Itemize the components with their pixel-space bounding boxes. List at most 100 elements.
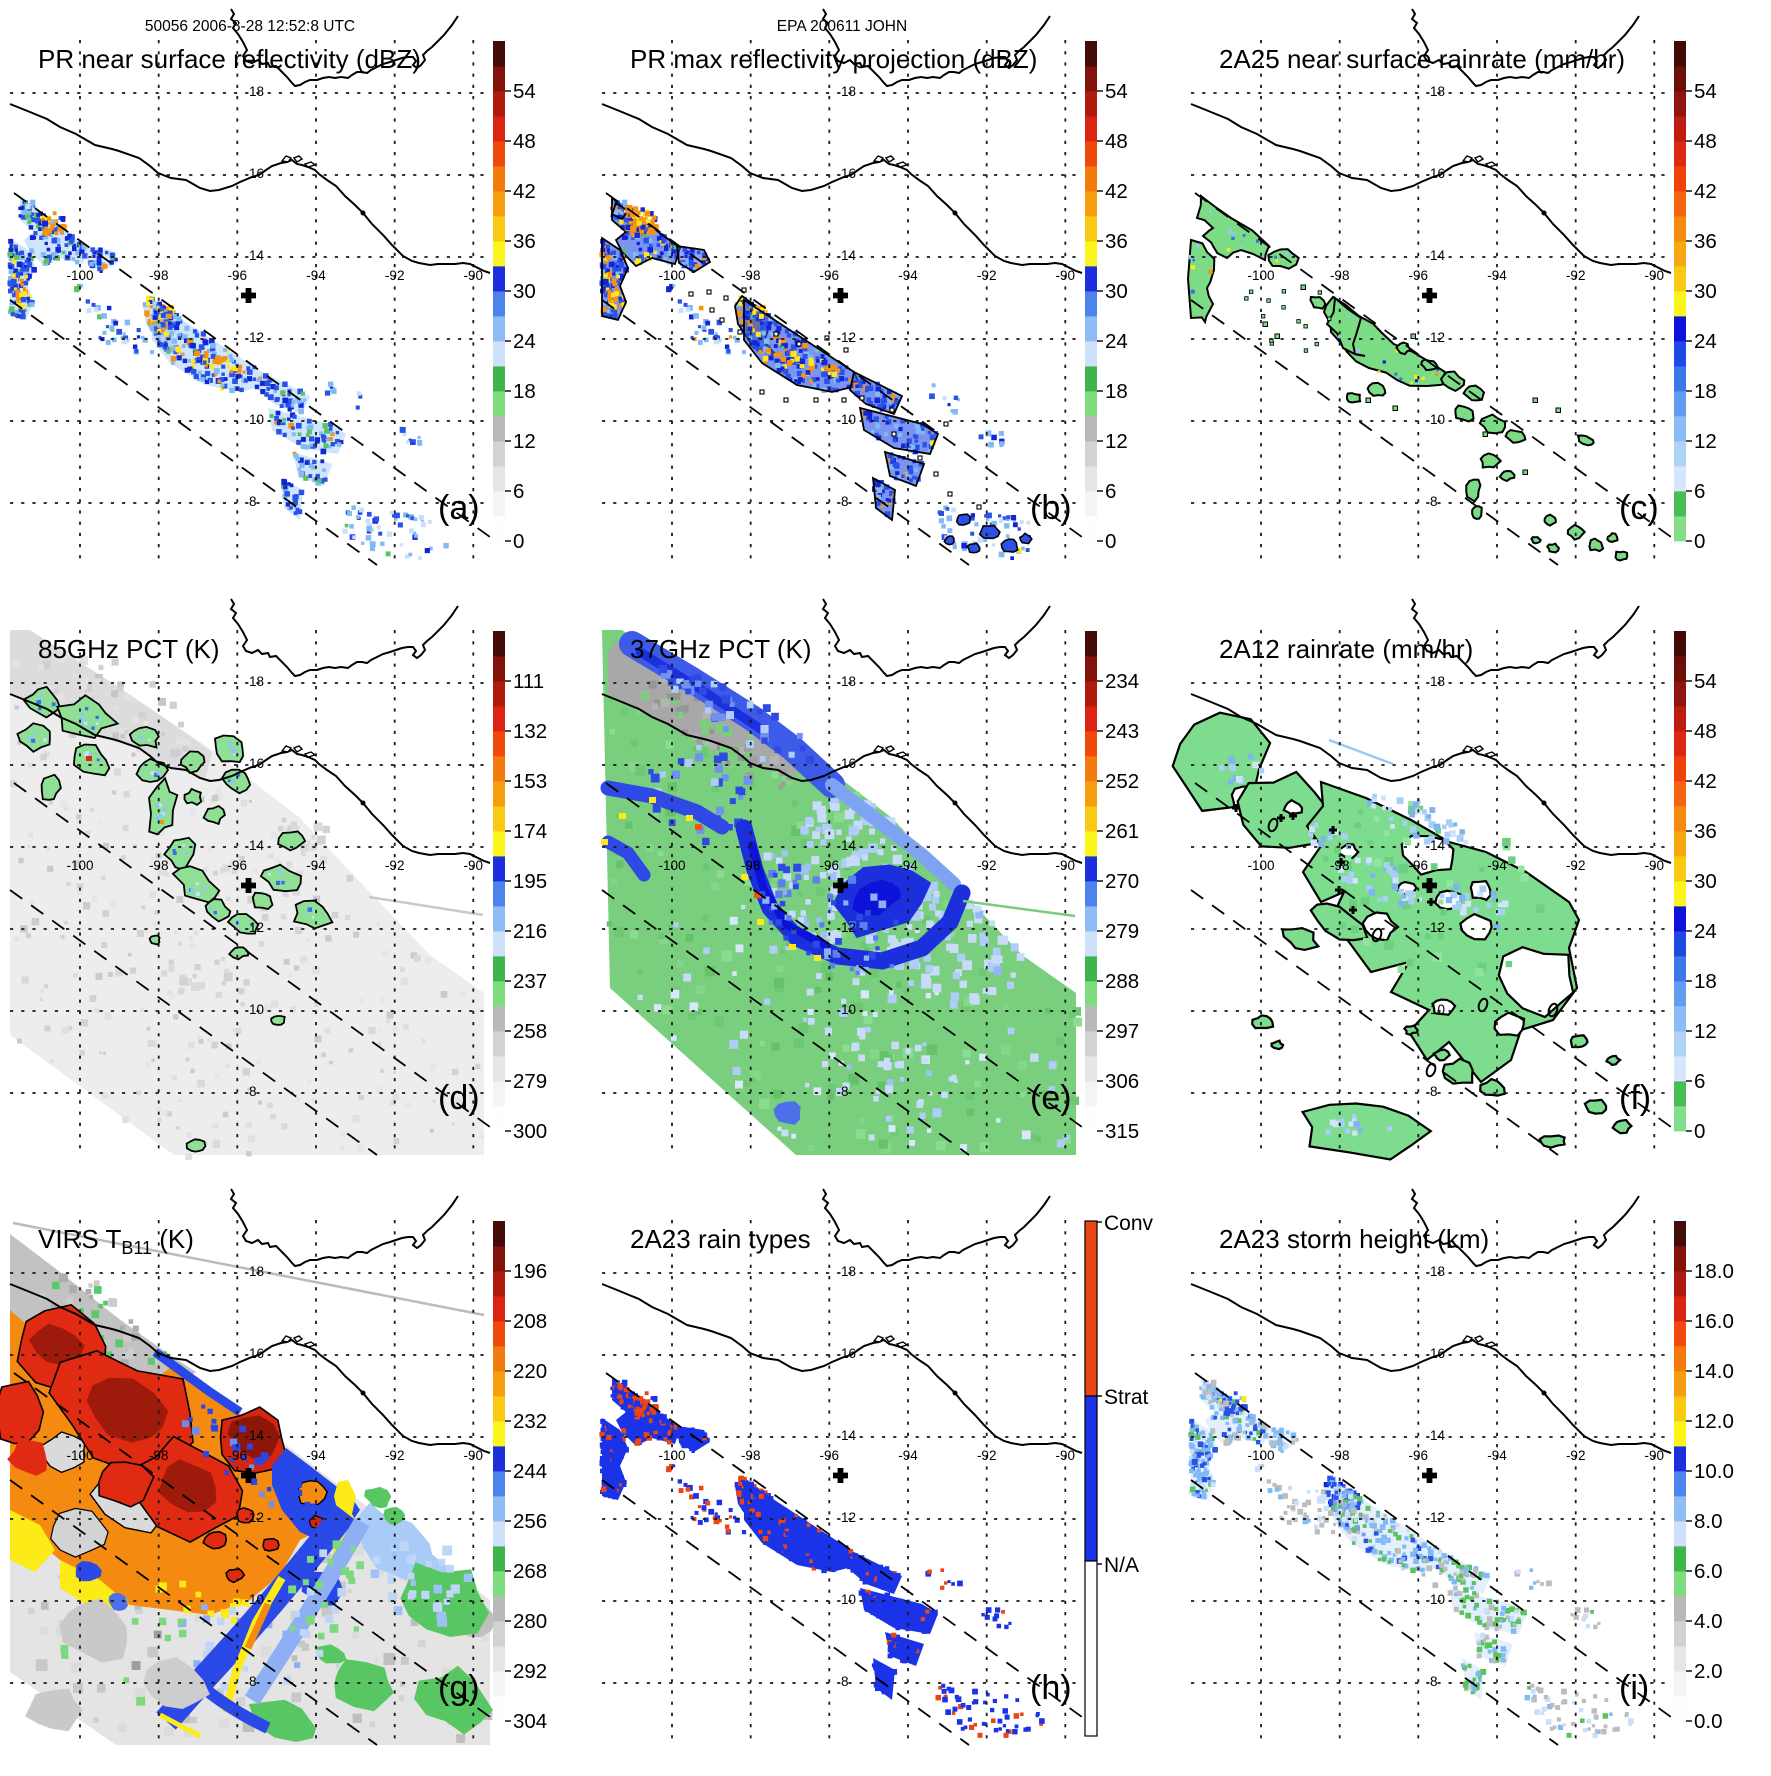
svg-text:244: 244 (513, 1460, 547, 1483)
svg-text:-96: -96 (1409, 268, 1429, 283)
svg-text:256: 256 (513, 1510, 547, 1533)
svg-text:12: 12 (1430, 330, 1445, 345)
svg-text:-100: -100 (1247, 268, 1274, 283)
svg-text:12: 12 (1694, 430, 1717, 453)
svg-text:-98: -98 (741, 268, 761, 283)
svg-text:18: 18 (1430, 674, 1445, 689)
svg-text:24: 24 (513, 330, 536, 353)
svg-text:14: 14 (249, 248, 265, 263)
svg-text:-92: -92 (385, 858, 405, 873)
svg-text:-96: -96 (228, 1448, 248, 1463)
svg-text:12: 12 (1105, 430, 1128, 453)
svg-text:42: 42 (1105, 180, 1128, 203)
svg-text:-98: -98 (1330, 858, 1350, 873)
svg-text:12: 12 (841, 1510, 856, 1525)
svg-text:12: 12 (513, 430, 536, 453)
svg-text:0: 0 (1694, 530, 1705, 553)
svg-text:216: 216 (513, 920, 547, 943)
svg-text:42: 42 (1694, 180, 1717, 203)
svg-text:288: 288 (1105, 970, 1139, 993)
svg-text:18: 18 (841, 1264, 856, 1279)
svg-text:14: 14 (249, 1428, 265, 1443)
svg-text:6: 6 (1694, 1070, 1705, 1093)
svg-text:-98: -98 (149, 1448, 169, 1463)
svg-text:243: 243 (1105, 720, 1139, 743)
svg-text:-90: -90 (1056, 858, 1076, 873)
svg-text:300: 300 (513, 1120, 547, 1143)
svg-text:24: 24 (1694, 920, 1717, 943)
svg-text:24: 24 (1694, 330, 1717, 353)
svg-text:297: 297 (1105, 1020, 1139, 1043)
svg-text:279: 279 (1105, 920, 1139, 943)
svg-text:12: 12 (841, 920, 856, 935)
svg-text:16: 16 (1430, 756, 1445, 771)
svg-text:-98: -98 (741, 858, 761, 873)
svg-text:10: 10 (1430, 1002, 1445, 1017)
svg-text:-90: -90 (1056, 1448, 1076, 1463)
svg-text:18: 18 (841, 674, 856, 689)
svg-text:-100: -100 (66, 1448, 93, 1463)
svg-text:-100: -100 (658, 1448, 685, 1463)
svg-text:-94: -94 (306, 858, 326, 873)
svg-text:-94: -94 (1487, 858, 1507, 873)
svg-text:10: 10 (1430, 412, 1445, 427)
svg-text:-92: -92 (977, 858, 997, 873)
svg-text:N/A: N/A (1104, 1554, 1139, 1577)
svg-text:48: 48 (1694, 720, 1717, 743)
svg-text:-92: -92 (977, 268, 997, 283)
svg-text:-92: -92 (385, 268, 405, 283)
svg-text:10: 10 (841, 1592, 856, 1607)
svg-text:268: 268 (513, 1560, 547, 1583)
svg-text:16: 16 (841, 1346, 856, 1361)
svg-text:10: 10 (841, 412, 856, 427)
svg-text:-98: -98 (1330, 268, 1350, 283)
svg-text:234: 234 (1105, 670, 1139, 693)
svg-text:237: 237 (513, 970, 547, 993)
svg-text:196: 196 (513, 1260, 547, 1283)
svg-text:14: 14 (841, 248, 857, 263)
svg-text:54: 54 (1694, 80, 1717, 103)
svg-text:-92: -92 (1566, 268, 1586, 283)
svg-text:(g): (g) (438, 1669, 480, 1707)
svg-text:10: 10 (249, 1002, 264, 1017)
svg-text:18: 18 (1105, 380, 1128, 403)
svg-text:-90: -90 (1645, 268, 1665, 283)
svg-text:PR max reflectivity projection: PR max reflectivity projection (dBZ) (630, 44, 1037, 74)
svg-text:258: 258 (513, 1020, 547, 1043)
svg-text:48: 48 (1105, 130, 1128, 153)
svg-text:(c): (c) (1619, 489, 1659, 527)
svg-text:-96: -96 (228, 858, 248, 873)
svg-text:12: 12 (841, 330, 856, 345)
svg-text:-94: -94 (898, 858, 918, 873)
svg-text:2A23 rain types: 2A23 rain types (630, 1224, 811, 1254)
svg-text:-100: -100 (658, 858, 685, 873)
svg-text:-94: -94 (306, 268, 326, 283)
svg-text:-96: -96 (228, 268, 248, 283)
svg-text:(a): (a) (438, 489, 480, 527)
svg-text:(h): (h) (1030, 1669, 1072, 1707)
svg-text:48: 48 (513, 130, 536, 153)
svg-text:16: 16 (841, 166, 856, 181)
svg-text:-90: -90 (1056, 268, 1076, 283)
svg-text:-92: -92 (977, 1448, 997, 1463)
svg-text:261: 261 (1105, 820, 1139, 843)
svg-text:30: 30 (513, 280, 536, 303)
svg-text:-96: -96 (820, 1448, 840, 1463)
svg-text:-94: -94 (1487, 268, 1507, 283)
svg-text:-100: -100 (66, 268, 93, 283)
svg-text:37GHz PCT (K): 37GHz PCT (K) (630, 634, 812, 664)
svg-text:16: 16 (1430, 166, 1445, 181)
svg-text:12: 12 (249, 1510, 264, 1525)
svg-text:-94: -94 (898, 268, 918, 283)
svg-text:-100: -100 (658, 268, 685, 283)
svg-text:85GHz PCT (K): 85GHz PCT (K) (38, 634, 220, 664)
svg-text:14: 14 (841, 838, 857, 853)
svg-text:12: 12 (1694, 1020, 1717, 1043)
svg-text:-90: -90 (464, 268, 484, 283)
svg-text:-98: -98 (741, 1448, 761, 1463)
svg-text:2A12 rainrate (mm/hr): 2A12 rainrate (mm/hr) (1219, 634, 1473, 664)
svg-text:232: 232 (513, 1410, 547, 1433)
svg-text:195: 195 (513, 870, 547, 893)
svg-text:12: 12 (249, 920, 264, 935)
svg-text:-90: -90 (1645, 858, 1665, 873)
